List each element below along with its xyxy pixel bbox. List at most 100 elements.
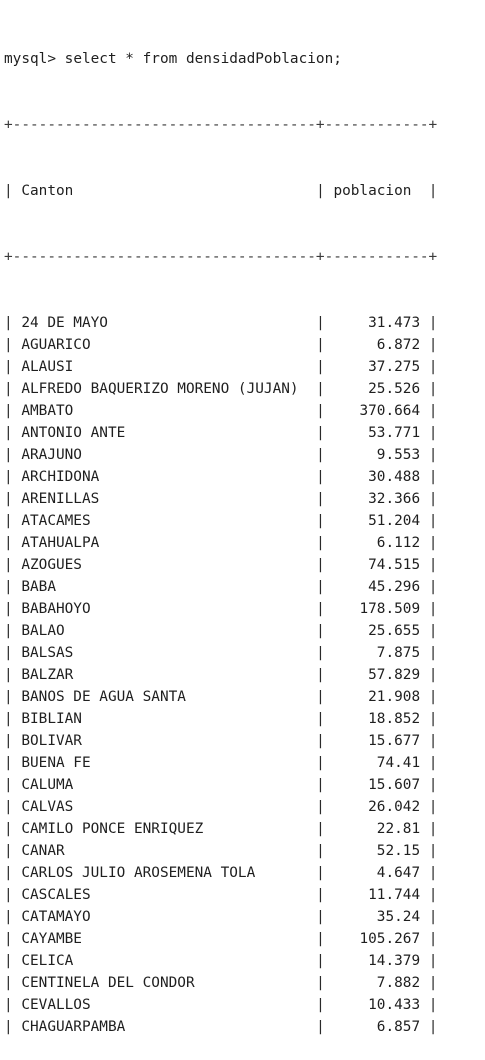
- table-row: | BABA | 45.296 |: [4, 576, 437, 598]
- cell-canton: ATACAMES: [21, 513, 91, 529]
- table-row: | BANOS DE AGUA SANTA | 21.908 |: [4, 686, 437, 708]
- cell-canton: CHAGUARPAMBA: [21, 1019, 126, 1035]
- cell-canton: CARLOS JULIO AROSEMENA TOLA: [21, 865, 256, 881]
- cell-canton: AZOGUES: [21, 557, 82, 573]
- cell-poblacion: 14.379: [368, 953, 421, 969]
- cell-canton: CAMILO PONCE ENRIQUEZ: [21, 821, 204, 837]
- cell-canton: BALAO: [21, 623, 65, 639]
- table-row: | ATACAMES | 51.204 |: [4, 510, 437, 532]
- cell-canton: BABA: [21, 579, 56, 595]
- cell-poblacion: 10.433: [368, 997, 421, 1013]
- table-row: | ARENILLAS | 32.366 |: [4, 488, 437, 510]
- cell-canton: ARAJUNO: [21, 447, 82, 463]
- table-border-top: +-----------------------------------+---…: [4, 117, 438, 133]
- cell-poblacion: 22.81: [376, 821, 421, 837]
- cell-canton: ATAHUALPA: [21, 535, 100, 551]
- table-row: | CANAR | 52.15 |: [4, 840, 437, 862]
- cell-canton: AGUARICO: [21, 337, 91, 353]
- cell-canton: CANAR: [21, 843, 65, 859]
- table-row: | CATAMAYO | 35.24 |: [4, 906, 437, 928]
- table-row: | ALAUSI | 37.275 |: [4, 356, 437, 378]
- cell-canton: CEVALLOS: [21, 997, 91, 1013]
- cell-canton: CENTINELA DEL CONDOR: [21, 975, 195, 991]
- table-row: | BALZAR | 57.829 |: [4, 664, 437, 686]
- cell-poblacion: 15.607: [368, 777, 421, 793]
- table-row: | AZOGUES | 74.515 |: [4, 554, 437, 576]
- sql-command: select * from densidadPoblacion;: [64, 51, 342, 67]
- table-row: | BOLIVAR | 15.677 |: [4, 730, 437, 752]
- cell-canton: BALZAR: [21, 667, 74, 683]
- cell-canton: CALUMA: [21, 777, 74, 793]
- cell-poblacion: 6.872: [376, 337, 421, 353]
- table-row: | ALFREDO BAQUERIZO MORENO (JUJAN) | 25.…: [4, 378, 437, 400]
- table-row: | AMBATO | 370.664 |: [4, 400, 437, 422]
- cell-canton: BANOS DE AGUA SANTA: [21, 689, 186, 705]
- cell-poblacion: 53.771: [368, 425, 421, 441]
- cell-poblacion: 9.553: [376, 447, 421, 463]
- cell-poblacion: 11.744: [368, 887, 421, 903]
- cell-canton: BIBLIAN: [21, 711, 82, 727]
- cell-poblacion: 45.296: [368, 579, 421, 595]
- cell-poblacion: 6.112: [376, 535, 421, 551]
- cell-poblacion: 74.515: [368, 557, 421, 573]
- table-row: | BABAHOYO | 178.509 |: [4, 598, 437, 620]
- table-row: | CARLOS JULIO AROSEMENA TOLA | 4.647 |: [4, 862, 437, 884]
- cell-poblacion: 21.908: [368, 689, 421, 705]
- table-row: | CASCALES | 11.744 |: [4, 884, 437, 906]
- cell-poblacion: 52.15: [376, 843, 421, 859]
- table-row: | 24 DE MAYO | 31.473 |: [4, 312, 437, 334]
- table-body: | 24 DE MAYO | 31.473 | | AGUARICO | 6.87…: [4, 312, 437, 1038]
- table-row: | BALAO | 25.655 |: [4, 620, 437, 642]
- cell-canton: CASCALES: [21, 887, 91, 903]
- cell-poblacion: 4.647: [376, 865, 421, 881]
- cell-canton: ALAUSI: [21, 359, 74, 375]
- cell-poblacion: 18.852: [368, 711, 421, 727]
- cell-poblacion: 25.655: [368, 623, 421, 639]
- cell-poblacion: 105.267: [359, 931, 421, 947]
- cell-canton: ARENILLAS: [21, 491, 100, 507]
- cell-canton: CATAMAYO: [21, 909, 91, 925]
- cell-poblacion: 370.664: [359, 403, 421, 419]
- cell-canton: 24 DE MAYO: [21, 315, 108, 331]
- cell-canton: CAYAMBE: [21, 931, 82, 947]
- terminal-output: mysql> select * from densidadPoblacion; …: [4, 4, 437, 1060]
- table-row: | CEVALLOS | 10.433 |: [4, 994, 437, 1016]
- cell-poblacion: 57.829: [368, 667, 421, 683]
- cell-canton: BALSAS: [21, 645, 74, 661]
- table-row: | ARAJUNO | 9.553 |: [4, 444, 437, 466]
- cell-canton: BUENA FE: [21, 755, 91, 771]
- table-row: | CAYAMBE | 105.267 |: [4, 928, 437, 950]
- table-row: | BUENA FE | 74.41 |: [4, 752, 437, 774]
- cell-canton: BOLIVAR: [21, 733, 82, 749]
- cell-canton: CELICA: [21, 953, 74, 969]
- table-border-header: +-----------------------------------+---…: [4, 249, 438, 265]
- cell-canton: ANTONIO ANTE: [21, 425, 126, 441]
- cell-canton: CALVAS: [21, 799, 74, 815]
- mysql-prompt: mysql>: [4, 51, 56, 67]
- table-row: | CHAGUARPAMBA | 6.857 |: [4, 1016, 437, 1038]
- table-row: | BIBLIAN | 18.852 |: [4, 708, 437, 730]
- table-row: | ANTONIO ANTE | 53.771 |: [4, 422, 437, 444]
- cell-canton: BABAHOYO: [21, 601, 91, 617]
- table-header-row: | Canton | poblacion |: [4, 180, 437, 202]
- cell-poblacion: 31.473: [368, 315, 421, 331]
- table-row: | CALUMA | 15.607 |: [4, 774, 437, 796]
- table-row: | CALVAS | 26.042 |: [4, 796, 437, 818]
- cell-poblacion: 30.488: [368, 469, 421, 485]
- cell-poblacion: 32.366: [368, 491, 421, 507]
- table-row: | AGUARICO | 6.872 |: [4, 334, 437, 356]
- cell-poblacion: 74.41: [376, 755, 421, 771]
- column-header-poblacion: poblacion: [333, 183, 412, 199]
- cell-poblacion: 26.042: [368, 799, 421, 815]
- cell-poblacion: 15.677: [368, 733, 421, 749]
- table-row: | ARCHIDONA | 30.488 |: [4, 466, 437, 488]
- cell-poblacion: 37.275: [368, 359, 421, 375]
- cell-canton: ALFREDO BAQUERIZO MORENO (JUJAN): [21, 381, 299, 397]
- cell-canton: ARCHIDONA: [21, 469, 100, 485]
- table-row: | CAMILO PONCE ENRIQUEZ | 22.81 |: [4, 818, 437, 840]
- table-row: | BALSAS | 7.875 |: [4, 642, 437, 664]
- cell-poblacion: 35.24: [376, 909, 421, 925]
- cell-poblacion: 51.204: [368, 513, 421, 529]
- cell-poblacion: 178.509: [359, 601, 421, 617]
- cell-poblacion: 6.857: [376, 1019, 421, 1035]
